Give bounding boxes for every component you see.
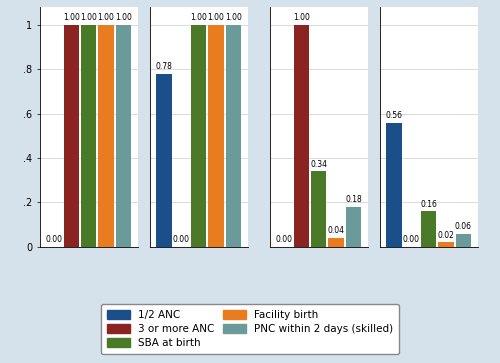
Text: 0.02: 0.02 <box>438 231 454 240</box>
Text: 1.00: 1.00 <box>208 13 224 23</box>
Text: 0.00: 0.00 <box>173 235 190 244</box>
Text: 0.04: 0.04 <box>328 226 344 235</box>
Text: 1.00: 1.00 <box>63 13 80 23</box>
Bar <box>226 25 241 247</box>
Bar <box>116 25 131 247</box>
Text: 0.34: 0.34 <box>310 160 327 169</box>
Bar <box>328 238 344 247</box>
Bar <box>156 74 172 247</box>
Bar <box>98 25 114 247</box>
Text: 0.00: 0.00 <box>276 235 292 244</box>
Text: 0.78: 0.78 <box>156 62 172 71</box>
Text: 1.00: 1.00 <box>225 13 242 23</box>
Text: 0.18: 0.18 <box>345 195 362 204</box>
Text: 1.00: 1.00 <box>98 13 114 23</box>
Bar <box>294 25 309 247</box>
Bar <box>438 242 454 247</box>
Text: 0.06: 0.06 <box>455 222 472 231</box>
Bar <box>81 25 96 247</box>
Bar <box>311 171 326 247</box>
Text: 1.00: 1.00 <box>190 13 207 23</box>
Bar <box>421 211 436 247</box>
Bar <box>386 123 402 247</box>
Bar <box>191 25 206 247</box>
Bar <box>346 207 361 247</box>
Text: 1.00: 1.00 <box>293 13 310 23</box>
Text: 1.00: 1.00 <box>115 13 132 23</box>
Text: 0.00: 0.00 <box>403 235 420 244</box>
Bar <box>456 233 471 247</box>
Text: 0.16: 0.16 <box>420 200 437 209</box>
Bar <box>208 25 224 247</box>
Legend: 1/2 ANC, 3 or more ANC, SBA at birth, Facility birth, PNC within 2 days (skilled: 1/2 ANC, 3 or more ANC, SBA at birth, Fa… <box>100 304 400 354</box>
Text: 0.00: 0.00 <box>46 235 62 244</box>
Bar <box>64 25 79 247</box>
Text: 0.56: 0.56 <box>386 111 402 120</box>
Text: 1.00: 1.00 <box>80 13 97 23</box>
